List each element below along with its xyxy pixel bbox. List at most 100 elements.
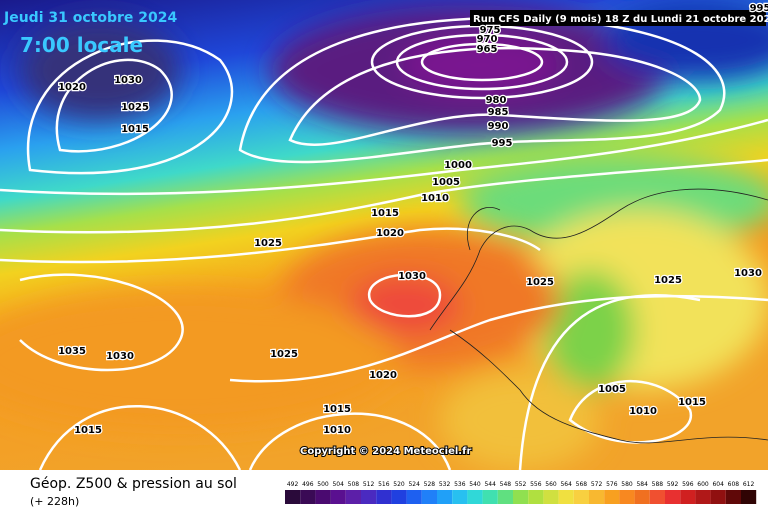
run: Run CFS Daily (9 mois) 18 Z du Lundi 21 … xyxy=(473,14,768,25)
legend-tick: 600 xyxy=(697,481,709,488)
legend-tick: 584 xyxy=(636,481,648,488)
legend-swatch xyxy=(558,490,574,504)
footer-lead: (+ 228h) xyxy=(30,495,79,508)
isobar-label: 1020 xyxy=(58,82,86,93)
legend-swatch xyxy=(604,490,620,504)
legend-tick: 516 xyxy=(378,481,390,488)
isobar-label: 1010 xyxy=(629,406,657,417)
legend-tick: 568 xyxy=(576,481,588,488)
isobar-label: 1025 xyxy=(121,102,149,113)
date: Jeudi 31 octobre 2024 xyxy=(3,10,177,26)
isobar-label: 1010 xyxy=(323,425,351,436)
time: 7:00 locale xyxy=(20,33,143,57)
legend-tick: 524 xyxy=(408,481,420,488)
legend-tick: 560 xyxy=(545,481,557,488)
legend-tick: 512 xyxy=(363,481,375,488)
isobar-label: 1020 xyxy=(369,370,397,381)
isobar-label: 1005 xyxy=(432,177,460,188)
legend-tick: 588 xyxy=(652,481,664,488)
legend-tick: 496 xyxy=(302,481,314,488)
isobar-label: 975 xyxy=(480,25,501,36)
legend-tick: 536 xyxy=(454,481,466,488)
legend-swatch xyxy=(391,490,407,504)
legend-swatch xyxy=(710,490,726,504)
legend-swatch xyxy=(680,490,696,504)
legend-swatch xyxy=(315,490,331,504)
footer-title: Géop. Z500 & pression au sol xyxy=(30,476,237,492)
legend-swatch xyxy=(497,490,513,504)
isobar-label: 1005 xyxy=(598,384,626,395)
legend-swatch xyxy=(285,490,301,504)
legend-tick: 552 xyxy=(515,481,527,488)
legend-tick: 500 xyxy=(317,481,329,488)
legend-tick: 532 xyxy=(439,481,451,488)
isobar-label: 990 xyxy=(488,121,509,132)
legend-swatch xyxy=(528,490,544,504)
legend-tick: 508 xyxy=(348,481,360,488)
legend-tick: 604 xyxy=(712,481,724,488)
legend-tick: 544 xyxy=(484,481,496,488)
legend-swatch xyxy=(300,490,316,504)
isobar-label: 1015 xyxy=(371,208,399,219)
legend-swatch xyxy=(634,490,650,504)
legend-tick: 492 xyxy=(287,481,299,488)
legend-swatch xyxy=(543,490,559,504)
legend-tick: 564 xyxy=(560,481,572,488)
isobar-label: 1030 xyxy=(106,351,134,362)
legend-swatch xyxy=(482,490,498,504)
isobar-label: 995 xyxy=(492,138,513,149)
legend-tick: 556 xyxy=(530,481,542,488)
legend-swatch xyxy=(345,490,361,504)
coastlines xyxy=(429,188,768,444)
legend-tick: 608 xyxy=(728,481,740,488)
legend-tick: 548 xyxy=(500,481,512,488)
legend-tick: 520 xyxy=(393,481,405,488)
isobar-label: 1020 xyxy=(376,228,404,239)
legend-swatch xyxy=(619,490,635,504)
legend-swatch xyxy=(725,490,741,504)
legend-swatch xyxy=(695,490,711,504)
isobar-label: 1010 xyxy=(421,193,449,204)
legend-swatch xyxy=(421,490,437,504)
legend-swatch xyxy=(361,490,377,504)
legend-tick: 528 xyxy=(424,481,436,488)
run-box xyxy=(470,10,766,26)
isobar-label: 1015 xyxy=(678,397,706,408)
legend-swatch xyxy=(406,490,422,504)
isobar-label: 985 xyxy=(488,107,509,118)
isobar-label: 1015 xyxy=(74,425,102,436)
legend-tick: 540 xyxy=(469,481,481,488)
isobar-label: 995 xyxy=(750,3,768,14)
legend-tick: 596 xyxy=(682,481,694,488)
legend-swatch xyxy=(437,490,453,504)
legend-tick: 572 xyxy=(591,481,603,488)
isobars xyxy=(0,17,768,471)
isobar-label: 970 xyxy=(477,34,498,45)
isobar-label: 1015 xyxy=(121,124,149,135)
legend-tick: 592 xyxy=(667,481,679,488)
copyright: Copyright © 2024 Meteociel.fr xyxy=(300,446,471,457)
isobar-label: 1030 xyxy=(114,75,142,86)
isobar-label: 1030 xyxy=(734,268,762,279)
isobar-label: 1015 xyxy=(323,404,351,415)
isobar-label: 1025 xyxy=(270,349,298,360)
legend-swatch xyxy=(513,490,529,504)
legend-swatch xyxy=(649,490,665,504)
isobar-label: 1035 xyxy=(58,346,86,357)
legend-swatch xyxy=(452,490,468,504)
isobar-label: 965 xyxy=(477,44,498,55)
legend-swatch xyxy=(589,490,605,504)
legend-tick: 576 xyxy=(606,481,618,488)
isobar-label: 1025 xyxy=(526,277,554,288)
legend-swatch xyxy=(665,490,681,504)
legend-tick: 504 xyxy=(332,481,344,488)
legend-swatch xyxy=(467,490,483,504)
legend-swatch xyxy=(330,490,346,504)
legend-tick: 612 xyxy=(743,481,755,488)
legend-swatch xyxy=(573,490,589,504)
legend-tick: 580 xyxy=(621,481,633,488)
isobar-label: 980 xyxy=(486,95,507,106)
isobar-label: 1025 xyxy=(254,238,282,249)
legend-swatch xyxy=(376,490,392,504)
